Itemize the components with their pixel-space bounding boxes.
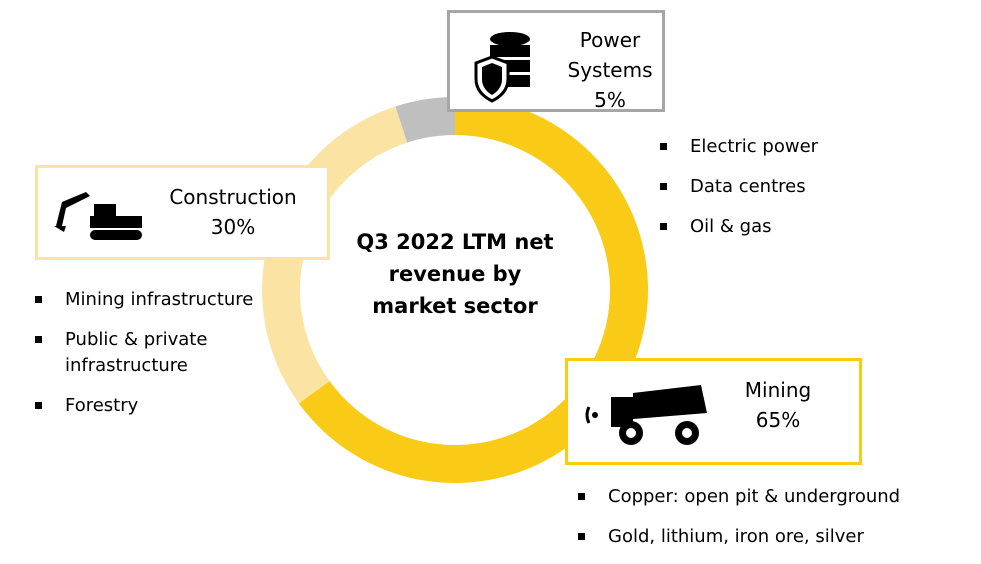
category-label: Construction [169, 185, 297, 209]
mining-details: Copper: open pit & underground Gold, lith… [576, 484, 976, 564]
donut-slice [395, 97, 455, 143]
value-label: 30% [210, 215, 256, 239]
value-label: 5% [594, 88, 626, 112]
detail-item: Gold, lithium, iron ore, silver [576, 524, 976, 550]
category-label: Mining [744, 378, 812, 402]
page: Power Systems 5% Construction 30% Mining… [33, 10, 958, 547]
construction-icon [54, 192, 142, 240]
detail-item: Forestry [33, 393, 278, 419]
chart-title: Q3 2022 LTM net revenue by market sector [356, 230, 554, 318]
value-label: 65% [755, 408, 801, 432]
power-box: Power Systems 5% [447, 10, 665, 112]
detail-item: Copper: open pit & underground [576, 484, 976, 510]
detail-item: Public & private infrastructure [33, 327, 278, 379]
category-label: Power Systems [567, 28, 653, 82]
mining-icon [585, 385, 707, 445]
detail-item: Oil & gas [658, 214, 958, 240]
detail-item: Mining infrastructure [33, 287, 278, 313]
construction-box: Construction 30% [35, 165, 330, 260]
mining-box: Mining 65% [565, 358, 862, 465]
detail-item: Data centres [658, 174, 958, 200]
power-icon [474, 32, 530, 103]
detail-item: Electric power [658, 134, 958, 160]
power-details: Electric power Data centres Oil & gas [658, 134, 958, 254]
construction-details: Mining infrastructure Public & private in… [33, 287, 278, 433]
